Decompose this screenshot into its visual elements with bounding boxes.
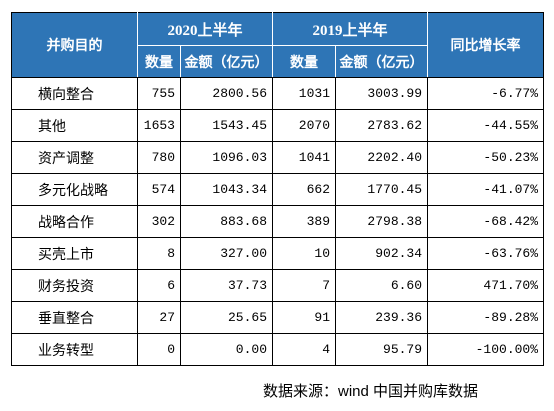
table-row: 财务投资 6 37.73 7 6.60 471.70% <box>11 269 545 302</box>
yoy-growth-cell: -100.00% <box>427 333 545 366</box>
amount-2019-h1-cell: 2202.40 <box>335 141 429 174</box>
merger-purpose-label-cell: 财务投资 <box>11 269 138 302</box>
yoy-growth-cell: -50.23% <box>427 141 545 174</box>
amount-2019-h1-cell: 1770.45 <box>335 173 429 206</box>
table-row: 横向整合 755 2800.56 1031 3003.99 -6.77% <box>11 77 545 110</box>
yoy-growth-cell: -68.42% <box>427 205 545 238</box>
header-group-2019-h1: 2019上半年 <box>272 12 429 46</box>
merger-purpose-label-cell: 业务转型 <box>11 333 138 366</box>
count-2020-h1-cell: 780 <box>137 141 181 174</box>
yoy-growth-cell: -41.07% <box>427 173 545 206</box>
merger-purpose-label-cell: 垂直整合 <box>11 301 138 334</box>
amount-2020-h1-cell: 883.68 <box>179 205 274 238</box>
count-2020-h1-cell: 0 <box>137 333 181 366</box>
count-2019-h1-cell: 4 <box>272 333 337 366</box>
data-source-note: 数据来源：wind 中国并购库数据 <box>263 383 479 400</box>
merger-purpose-label-cell: 多元化战略 <box>11 173 138 206</box>
count-2020-h1-cell: 302 <box>137 205 181 238</box>
merger-purpose-table: 并购目的 2020上半年 2019上半年 同比增长率 数量 金额（亿元） 数量 … <box>11 12 545 366</box>
yoy-growth-cell: -44.55% <box>427 109 545 142</box>
header-count-2019-h1: 数量 <box>272 45 337 78</box>
table-row: 战略合作 302 883.68 389 2798.38 -68.42% <box>11 205 545 238</box>
table-row: 其他 1653 1543.45 2070 2783.62 -44.55% <box>11 109 545 142</box>
table-body: 横向整合 755 2800.56 1031 3003.99 -6.77% 其他 1653 154… <box>11 77 545 366</box>
table-row: 垂直整合 27 25.65 91 239.36 -89.28% <box>11 301 545 334</box>
merger-purpose-label-cell: 战略合作 <box>11 205 138 238</box>
amount-2019-h1-cell: 2798.38 <box>335 205 429 238</box>
amount-2019-h1-cell: 6.60 <box>335 269 429 302</box>
count-2020-h1-cell: 1653 <box>137 109 181 142</box>
header-merger-purpose: 并购目的 <box>11 12 138 78</box>
count-2020-h1-cell: 8 <box>137 237 181 270</box>
amount-2020-h1-cell: 1096.03 <box>179 141 274 174</box>
header-amount-2019-h1: 金额（亿元） <box>335 45 429 78</box>
header-amount-2020-h1: 金额（亿元） <box>179 45 274 78</box>
amount-2020-h1-cell: 37.73 <box>179 269 274 302</box>
count-2019-h1-cell: 7 <box>272 269 337 302</box>
count-2020-h1-cell: 27 <box>137 301 181 334</box>
count-2020-h1-cell: 574 <box>137 173 181 206</box>
header-row-columns: 数量 金额（亿元） 数量 金额（亿元） <box>12 45 544 78</box>
table-row: 资产调整 780 1096.03 1041 2202.40 -50.23% <box>11 141 545 174</box>
amount-2020-h1-cell: 25.65 <box>179 301 274 334</box>
header-group-2020-h1: 2020上半年 <box>136 12 274 46</box>
amount-2020-h1-cell: 1043.34 <box>179 173 274 206</box>
count-2019-h1-cell: 389 <box>272 205 337 238</box>
amount-2019-h1-cell: 95.79 <box>335 333 429 366</box>
merger-purpose-label-cell: 横向整合 <box>11 77 138 110</box>
amount-2019-h1-cell: 239.36 <box>335 301 429 334</box>
merger-purpose-label-cell: 其他 <box>11 109 138 142</box>
merger-purpose-label-cell: 买壳上市 <box>11 237 138 270</box>
amount-2020-h1-cell: 2800.56 <box>179 77 274 110</box>
yoy-growth-cell: -63.76% <box>427 237 545 270</box>
table-row: 多元化战略 574 1043.34 662 1770.45 -41.07% <box>11 173 545 206</box>
amount-2020-h1-cell: 0.00 <box>179 333 274 366</box>
amount-2020-h1-cell: 327.00 <box>179 237 274 270</box>
count-2019-h1-cell: 1041 <box>272 141 337 174</box>
table-header: 并购目的 2020上半年 2019上半年 同比增长率 数量 金额（亿元） 数量 … <box>11 12 545 78</box>
count-2019-h1-cell: 10 <box>272 237 337 270</box>
merger-purpose-label-cell: 资产调整 <box>11 141 138 174</box>
table-row: 业务转型 0 0.00 4 95.79 -100.00% <box>11 333 545 366</box>
yoy-growth-cell: -89.28% <box>427 301 545 334</box>
amount-2019-h1-cell: 2783.62 <box>335 109 429 142</box>
yoy-growth-cell: 471.70% <box>427 269 545 302</box>
header-count-2020-h1: 数量 <box>137 45 181 78</box>
amount-2019-h1-cell: 902.34 <box>335 237 429 270</box>
count-2019-h1-cell: 662 <box>272 173 337 206</box>
header-row-groups: 并购目的 2020上半年 2019上半年 同比增长率 <box>11 12 545 78</box>
table-row: 买壳上市 8 327.00 10 902.34 -63.76% <box>11 237 545 270</box>
amount-2019-h1-cell: 3003.99 <box>335 77 429 110</box>
count-2020-h1-cell: 6 <box>137 269 181 302</box>
count-2019-h1-cell: 1031 <box>272 77 337 110</box>
count-2020-h1-cell: 755 <box>137 77 181 110</box>
amount-2020-h1-cell: 1543.45 <box>179 109 274 142</box>
header-yoy-growth: 同比增长率 <box>427 12 545 78</box>
count-2019-h1-cell: 2070 <box>272 109 337 142</box>
yoy-growth-cell: -6.77% <box>427 77 545 110</box>
count-2019-h1-cell: 91 <box>272 301 337 334</box>
